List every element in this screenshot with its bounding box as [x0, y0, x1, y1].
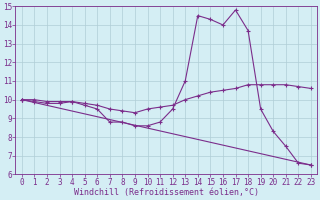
X-axis label: Windchill (Refroidissement éolien,°C): Windchill (Refroidissement éolien,°C)	[74, 188, 259, 197]
